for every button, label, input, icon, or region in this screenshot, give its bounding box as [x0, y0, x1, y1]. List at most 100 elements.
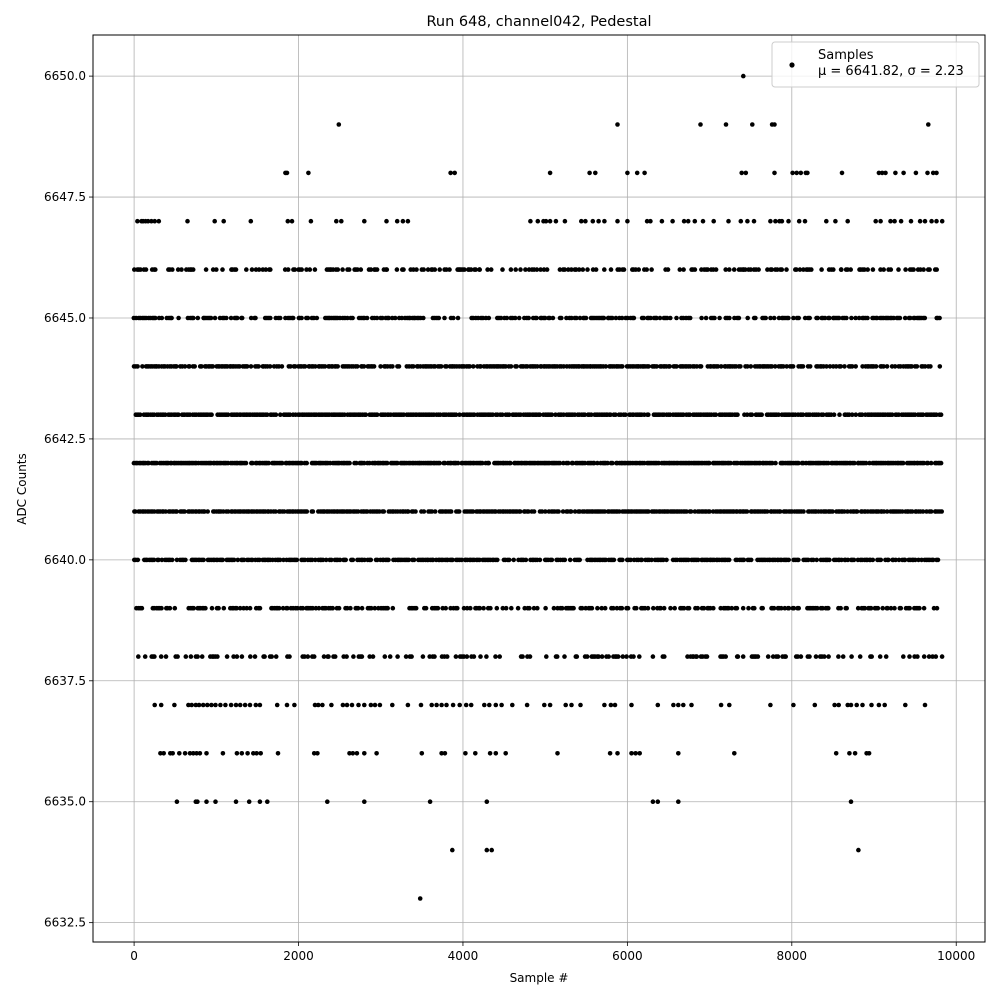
data-point [884, 364, 890, 369]
data-point [430, 267, 435, 272]
data-point [734, 605, 740, 611]
data-point [746, 605, 751, 611]
data-point [870, 557, 876, 563]
data-point [744, 509, 750, 514]
data-point [776, 412, 781, 418]
data-point [676, 702, 681, 708]
data-point [848, 702, 854, 708]
data-point [269, 654, 275, 659]
data-point [372, 605, 378, 611]
data-point [377, 702, 383, 708]
data-point [807, 364, 813, 369]
legend-entry-samples: Samples [818, 48, 874, 63]
data-point [849, 364, 855, 369]
data-point [658, 605, 663, 611]
data-point [139, 605, 145, 611]
data-point [531, 605, 537, 611]
data-point [487, 702, 492, 708]
data-point [411, 364, 416, 369]
data-point [143, 267, 149, 272]
x-tick-label: 0 [130, 949, 138, 963]
data-point [457, 412, 462, 418]
data-point [508, 460, 513, 466]
data-point [650, 654, 656, 659]
data-point [674, 315, 679, 321]
data-point [856, 315, 862, 321]
x-tick-label: 10000 [937, 949, 975, 963]
data-point [432, 654, 437, 659]
data-point [305, 315, 311, 321]
data-point [735, 654, 741, 659]
data-point [811, 557, 816, 563]
data-point [928, 364, 933, 369]
data-point [859, 412, 865, 418]
data-point [651, 605, 656, 611]
data-point [930, 654, 935, 659]
data-point [623, 412, 628, 418]
data-point [508, 267, 514, 272]
data-point [756, 267, 761, 272]
data-point [456, 267, 462, 272]
data-point [427, 799, 433, 804]
data-point [711, 605, 716, 611]
data-point [933, 654, 939, 659]
data-point [556, 509, 561, 514]
data-point [715, 364, 721, 369]
data-point [795, 654, 800, 659]
data-point [149, 218, 154, 224]
x-tick-label: 6000 [612, 949, 643, 963]
data-point [764, 509, 770, 514]
data-point [883, 654, 889, 659]
data-point [243, 460, 249, 466]
data-point [749, 412, 755, 418]
data-point [462, 267, 467, 272]
data-point [827, 315, 832, 321]
data-point [306, 170, 311, 176]
data-point [611, 557, 617, 563]
data-point [135, 218, 140, 224]
data-point [752, 605, 757, 611]
data-point [765, 654, 771, 659]
data-point [244, 364, 250, 369]
legend-stats: μ = 6641.82, σ = 2.23 [818, 64, 964, 79]
data-point [152, 654, 157, 659]
data-point [231, 654, 236, 659]
data-point [494, 605, 500, 611]
data-point [939, 654, 945, 659]
data-point [784, 267, 789, 272]
data-point [619, 315, 625, 321]
data-point [539, 509, 545, 514]
data-point [265, 799, 270, 804]
data-point [631, 315, 637, 321]
data-point [437, 460, 443, 466]
data-point [602, 702, 607, 708]
data-point [218, 702, 223, 708]
data-point [783, 654, 788, 659]
data-point [606, 654, 611, 659]
data-point [345, 315, 350, 321]
data-point [902, 315, 908, 321]
data-point [288, 364, 293, 369]
data-point [790, 170, 795, 176]
data-point [233, 702, 239, 708]
data-point [299, 315, 304, 321]
data-point [644, 218, 650, 224]
data-point [437, 267, 443, 272]
data-point [934, 218, 939, 224]
data-point [498, 315, 504, 321]
data-point [179, 267, 184, 272]
data-point [836, 654, 841, 659]
data-point [796, 557, 801, 563]
data-point [775, 654, 781, 659]
data-point [487, 751, 493, 756]
data-point [612, 702, 618, 708]
data-point [681, 218, 687, 224]
data-point [273, 509, 278, 514]
data-point [855, 605, 861, 611]
data-point [579, 218, 584, 224]
data-point [796, 605, 801, 611]
data-point [873, 218, 878, 224]
data-point [477, 605, 483, 611]
data-point [544, 267, 550, 272]
data-point [809, 267, 814, 272]
